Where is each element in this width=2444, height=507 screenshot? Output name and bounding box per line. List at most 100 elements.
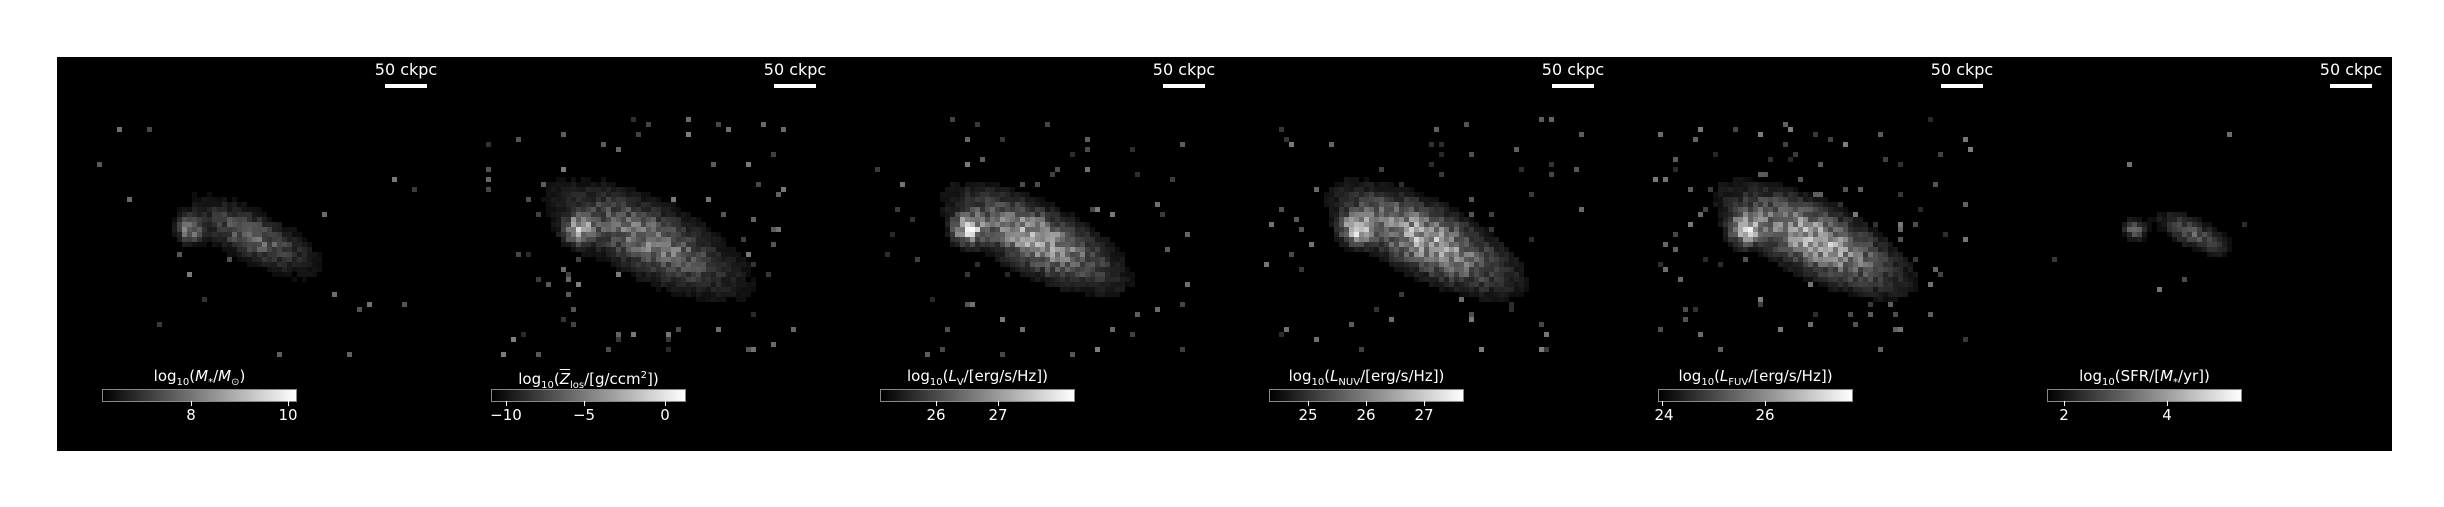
map-pixel — [1424, 272, 1429, 277]
map-pixel — [561, 232, 566, 237]
map-pixel — [1828, 262, 1833, 267]
map-pixel — [1763, 212, 1768, 217]
map-pixel — [292, 247, 297, 252]
map-pixel — [1095, 207, 1100, 212]
map-pixel — [975, 262, 980, 267]
scale-bar-line — [2330, 84, 2372, 88]
map-pixel — [671, 292, 676, 297]
map-pixel — [1115, 267, 1120, 272]
map-pixel — [1085, 247, 1090, 252]
map-pixel — [1010, 197, 1015, 202]
map-pixel — [1359, 202, 1364, 207]
map-pixel — [1010, 217, 1015, 222]
map-pixel — [960, 232, 965, 237]
map-pixel — [322, 212, 327, 217]
map-pixel — [1898, 192, 1903, 197]
map-pixel — [1349, 177, 1354, 182]
map-pixel — [945, 187, 950, 192]
map-pixel — [681, 287, 686, 292]
map-pixel — [1793, 257, 1798, 262]
colorbar-tick-label: 25 — [1298, 407, 1317, 423]
map-pixel — [1429, 252, 1434, 257]
map-pixel — [1763, 202, 1768, 207]
map-pixel — [1723, 192, 1728, 197]
map-pixel — [1120, 287, 1125, 292]
map-pixel — [1404, 217, 1409, 222]
map-pixel — [1828, 217, 1833, 222]
map-pixel — [751, 282, 756, 287]
map-pixel — [646, 217, 651, 222]
map-pixel — [217, 227, 222, 232]
map-pixel — [1419, 277, 1424, 282]
map-pixel — [1060, 262, 1065, 267]
map-pixel — [701, 237, 706, 242]
map-pixel — [885, 252, 890, 257]
map-pixel — [257, 257, 262, 262]
map-pixel — [1065, 232, 1070, 237]
map-pixel — [731, 267, 736, 272]
map-pixel — [621, 247, 626, 252]
map-pixel — [736, 277, 741, 282]
map-pixel — [945, 192, 950, 197]
map-pixel — [676, 292, 681, 297]
map-pixel — [1055, 212, 1060, 217]
map-pixel — [1389, 252, 1394, 257]
map-pixel — [681, 242, 686, 247]
map-pixel — [1085, 167, 1090, 172]
map-pixel — [1110, 247, 1115, 252]
map-pixel — [1090, 207, 1095, 212]
map-pixel — [1798, 177, 1803, 182]
map-pixel — [1484, 252, 1489, 257]
map-pixel — [1903, 272, 1908, 277]
map-pixel — [566, 292, 571, 297]
map-pixel — [192, 197, 197, 202]
map-pixel — [1798, 267, 1803, 272]
map-pixel — [1788, 192, 1793, 197]
map-pixel — [611, 182, 616, 187]
map-pixel — [1040, 227, 1045, 232]
map-pixel — [641, 237, 646, 242]
map-pixel — [1389, 197, 1394, 202]
map-pixel — [686, 292, 691, 297]
map-pixel — [1130, 272, 1135, 277]
map-pixel — [267, 222, 272, 227]
map-pixel — [1743, 222, 1748, 227]
map-pixel — [1085, 147, 1090, 152]
map-pixel — [1095, 287, 1100, 292]
map-pixel — [2137, 222, 2142, 227]
map-pixel — [1115, 282, 1120, 287]
map-pixel — [267, 257, 272, 262]
map-pixel — [606, 182, 611, 187]
map-pixel — [581, 222, 586, 227]
map-pixel — [1838, 272, 1843, 277]
map-pixel — [1379, 217, 1384, 222]
map-pixel — [611, 242, 616, 247]
map-pixel — [237, 232, 242, 237]
map-pixel — [1858, 187, 1863, 192]
map-pixel — [202, 227, 207, 232]
map-pixel — [1394, 262, 1399, 267]
map-pixel — [2197, 217, 2202, 222]
map-pixel — [1439, 227, 1444, 232]
map-pixel — [1409, 247, 1414, 252]
map-pixel — [1474, 287, 1479, 292]
map-pixel — [1778, 202, 1783, 207]
map-pixel — [1454, 247, 1459, 252]
map-pixel — [1838, 212, 1843, 217]
map-pixel — [187, 242, 192, 247]
map-pixel — [1299, 227, 1304, 232]
map-pixel — [1329, 202, 1334, 207]
map-pixel — [1324, 192, 1329, 197]
map-pixel — [771, 227, 776, 232]
map-pixel — [2167, 222, 2172, 227]
map-pixel — [1928, 312, 1933, 317]
map-pixel — [247, 252, 252, 257]
map-pixel — [696, 227, 701, 232]
map-pixel — [1030, 227, 1035, 232]
map-pixel — [1773, 222, 1778, 227]
map-pixel — [1379, 197, 1384, 202]
map-pixel — [1369, 227, 1374, 232]
map-pixel — [277, 272, 282, 277]
map-pixel — [1025, 252, 1030, 257]
map-pixel — [1813, 242, 1818, 247]
